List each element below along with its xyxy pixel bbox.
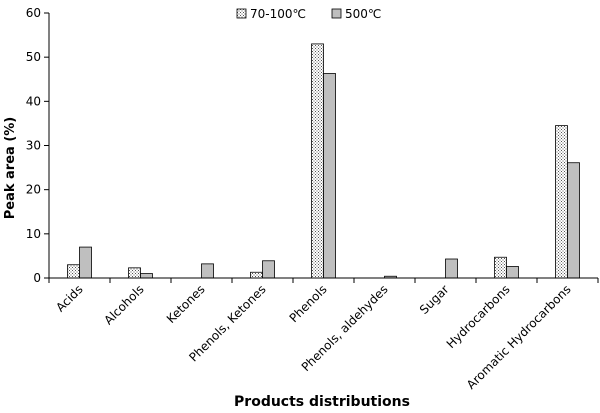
bar-series2-1	[140, 273, 153, 279]
bar-series2-0	[79, 246, 92, 279]
y-tick-label-1: 10	[26, 227, 41, 241]
bar-series2-7	[506, 266, 519, 279]
y-tick-label-2: 20	[26, 183, 41, 197]
bar-series2-4	[323, 73, 336, 279]
legend-label-2: 500℃	[345, 7, 381, 21]
bar-series2-8	[567, 162, 580, 279]
x-tick-label-4: Phenols	[287, 282, 330, 325]
bar-series1-1	[128, 267, 141, 279]
legend-swatch-2	[331, 8, 342, 19]
legend: 70-100℃ 500℃	[236, 7, 381, 21]
x-tick-label-0: Acids	[53, 282, 85, 314]
y-tick-label-0: 0	[33, 271, 41, 285]
y-tick-label-3: 30	[26, 139, 41, 153]
bar-series2-3	[262, 260, 275, 279]
x-tick-label-2: Ketones	[164, 282, 208, 326]
x-axis-title: Products distributions	[234, 394, 410, 410]
x-tick-label-1: Alcohols	[101, 282, 146, 327]
bar-series1-3	[250, 271, 263, 279]
bar-series1-7	[494, 256, 507, 279]
bar-series1-8	[555, 125, 568, 279]
bar-series1-0	[67, 264, 80, 279]
y-axis-ticks: 0 10 20 30 40 50 60	[26, 6, 49, 285]
x-tick-label-7: Hydrocarbons	[444, 282, 513, 351]
y-tick-label-5: 50	[26, 50, 41, 64]
y-tick-label-6: 60	[26, 6, 41, 20]
y-axis-title: Peak area (%)	[3, 117, 18, 220]
bar-series1-4	[311, 43, 324, 279]
y-tick-label-4: 40	[26, 94, 41, 108]
legend-label-1: 70-100℃	[250, 7, 306, 21]
plot-area	[48, 13, 598, 279]
x-tick-label-8: Aromatic Hydrocarbons	[464, 282, 574, 392]
bar-series2-2	[201, 263, 214, 279]
bar-series2-6	[445, 258, 458, 279]
x-tick-label-6: Sugar	[417, 282, 452, 317]
legend-swatch-1	[236, 8, 247, 19]
